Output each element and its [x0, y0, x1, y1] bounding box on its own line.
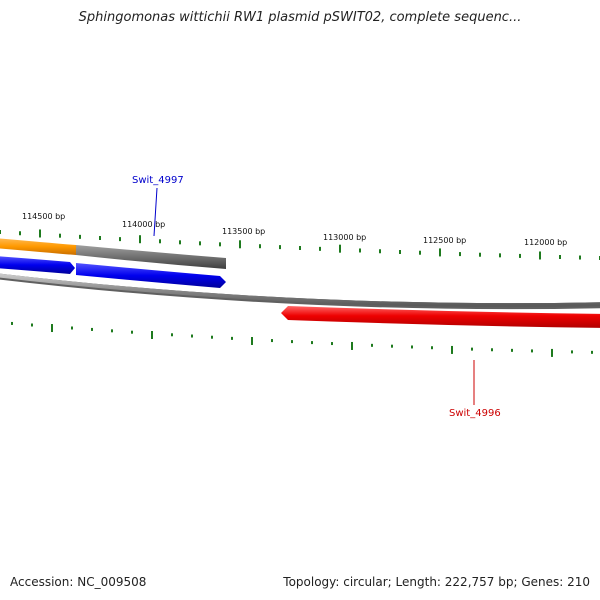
map-title: Sphingomonas wittichii RW1 plasmid pSWIT… — [78, 10, 522, 25]
ruler-inner — [11, 321, 593, 357]
tick-label-114500: 114500 bp — [22, 212, 65, 221]
ruler-outer — [0, 229, 600, 260]
swit-4996-label[interactable]: Swit_4996 — [449, 408, 501, 419]
gene-orange-segment[interactable] — [0, 238, 76, 255]
tick-label-114000: 114000 bp — [122, 220, 165, 229]
backbone-arc — [0, 273, 600, 308]
tick-label-112000: 112000 bp — [524, 238, 567, 247]
swit-4997-leader-line — [153, 187, 158, 237]
gene-swit-4997-arrow[interactable] — [76, 263, 226, 288]
accession-text: Accession: NC_009508 — [10, 575, 147, 589]
gene-blue-arrow-left[interactable] — [0, 256, 75, 274]
gene-gray-segment[interactable] — [76, 245, 226, 269]
tick-label-113500: 113500 bp — [222, 227, 265, 236]
gene-swit-4996-arrow[interactable] — [281, 306, 600, 328]
tick-label-112500: 112500 bp — [423, 236, 466, 245]
swit-4997-label[interactable]: Swit_4997 — [132, 175, 184, 186]
summary-text: Topology: circular; Length: 222,757 bp; … — [283, 575, 590, 589]
tick-label-113000: 113000 bp — [323, 233, 366, 242]
